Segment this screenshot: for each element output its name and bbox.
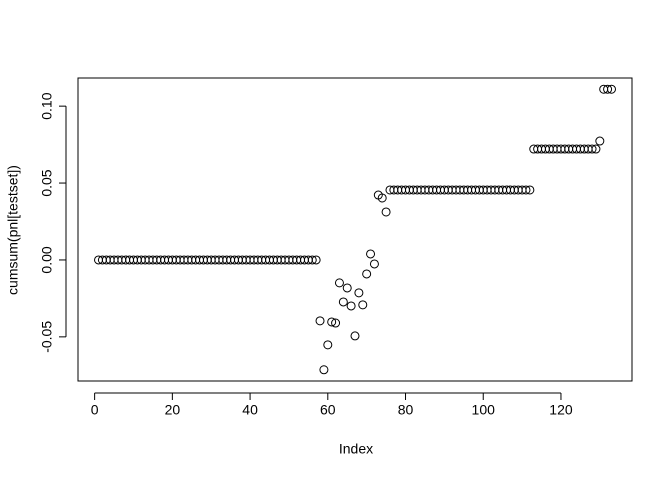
point: [381, 207, 391, 217]
x-axis-label: Index: [339, 441, 373, 457]
point: [338, 297, 348, 307]
x-tick-label: 0: [91, 402, 99, 418]
point: [311, 255, 321, 265]
y-tick-label: 0.10: [39, 92, 55, 119]
x-tick-label: 100: [472, 402, 496, 418]
point: [334, 278, 344, 288]
point: [315, 316, 325, 326]
point: [521, 185, 531, 195]
point: [331, 318, 341, 328]
point: [346, 301, 356, 311]
x-tick-label: 120: [549, 402, 573, 418]
point: [369, 259, 379, 269]
x-tick-label: 40: [242, 402, 258, 418]
plot-box: [77, 77, 633, 382]
x-tick-label: 60: [320, 402, 336, 418]
point: [307, 255, 317, 265]
y-tick-label: 0.05: [39, 169, 55, 196]
point: [525, 185, 535, 195]
x-tick-label: 20: [165, 402, 181, 418]
point: [587, 144, 597, 154]
point: [358, 300, 368, 310]
point: [323, 340, 333, 350]
point: [603, 84, 613, 94]
point: [591, 144, 601, 154]
point: [327, 317, 337, 327]
y-tick-label: 0.00: [39, 246, 55, 273]
point: [342, 283, 352, 293]
point: [354, 288, 364, 298]
point: [319, 365, 329, 375]
y-axis-label: cumsum(pnl[testset]): [5, 165, 21, 295]
x-tick-label: 80: [398, 402, 414, 418]
point: [350, 331, 360, 341]
point: [362, 269, 372, 279]
y-tick-label: -0.05: [39, 321, 55, 353]
point: [606, 84, 616, 94]
point: [377, 193, 387, 203]
point: [595, 136, 605, 146]
point: [366, 249, 376, 259]
